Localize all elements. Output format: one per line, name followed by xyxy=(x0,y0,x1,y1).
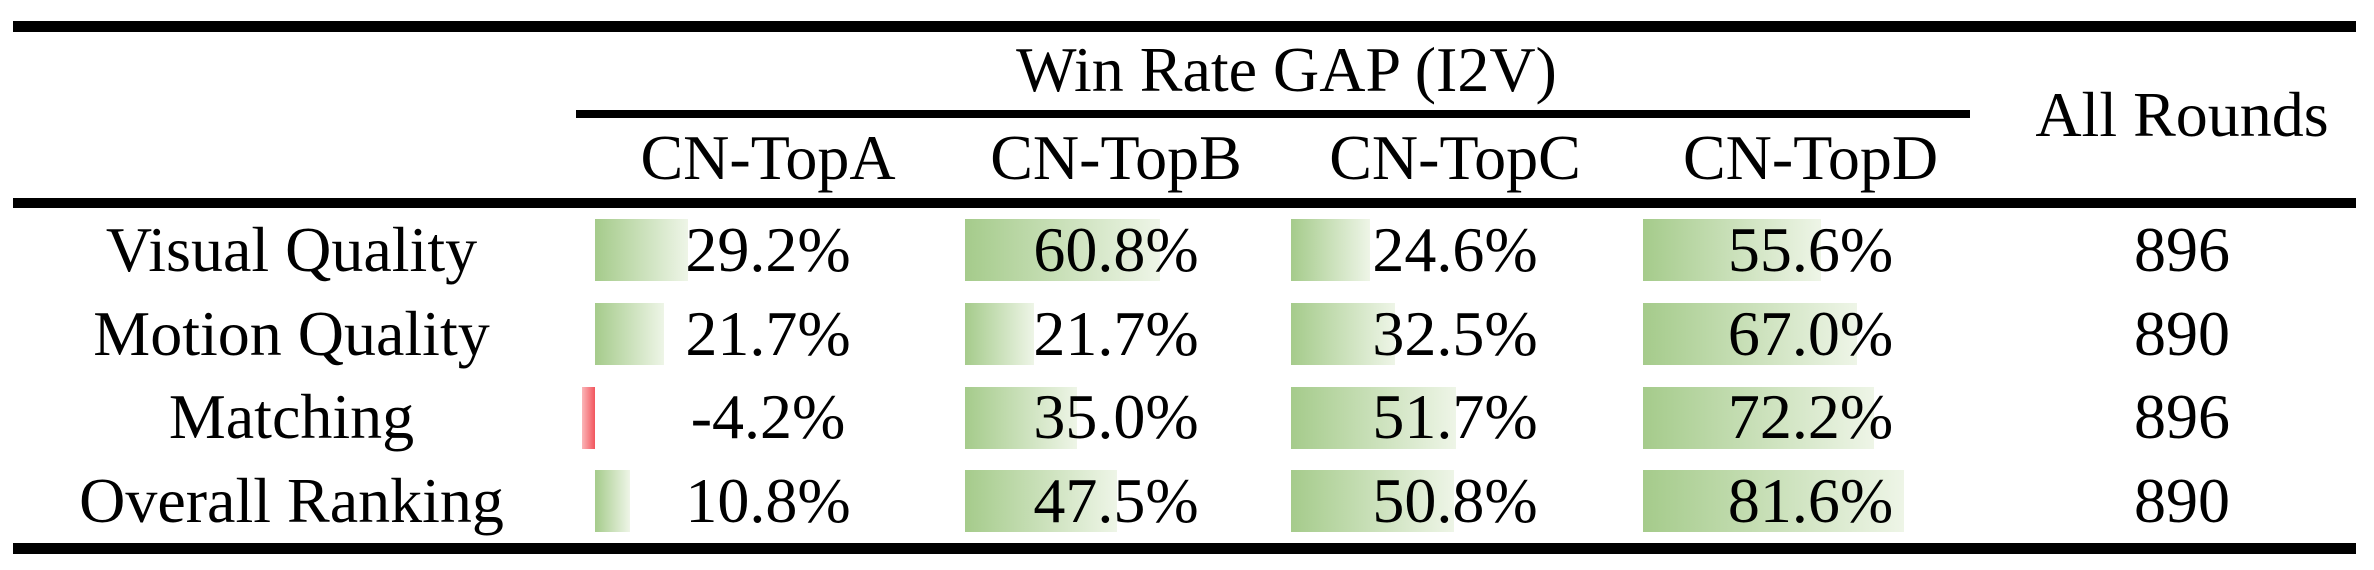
value-cell: 10.8% xyxy=(583,459,953,543)
metric-label: Matching xyxy=(168,381,415,453)
column-header-cn-topa: CN-TopA xyxy=(583,118,953,198)
all-rounds-header-label: All Rounds xyxy=(2035,79,2329,150)
value-label: 81.6% xyxy=(1727,465,1894,537)
column-header-label: CN-TopB xyxy=(990,122,1242,193)
win-rate-bar xyxy=(965,470,1117,533)
win-rate-bar xyxy=(965,302,1035,365)
all-rounds-cell: 890 xyxy=(1990,292,2374,376)
metric-label: Visual Quality xyxy=(105,213,478,285)
win-rate-bar xyxy=(1643,302,1858,365)
value-label: 60.8% xyxy=(1033,213,1199,285)
table-rule-top xyxy=(13,21,2356,32)
metric-label: Motion Quality xyxy=(93,297,490,369)
value-label: 21.7% xyxy=(1033,297,1199,369)
win-rate-bar xyxy=(965,219,1160,281)
metric-cell: Matching xyxy=(0,376,583,460)
win-rate-bar xyxy=(595,219,689,281)
column-header-label: CN-TopA xyxy=(640,122,896,193)
all-rounds-cell: 890 xyxy=(1990,459,2374,543)
value-cell: -4.2% xyxy=(581,376,953,460)
group-header-cell: Win Rate GAP (I2V) xyxy=(583,30,1990,110)
value-cell: 35.0% xyxy=(953,376,1279,460)
all-rounds-value: 896 xyxy=(2134,381,2230,453)
value-cell: 60.8% xyxy=(953,208,1279,292)
win-rate-bar xyxy=(1291,302,1395,365)
value-label: 35.0% xyxy=(1033,381,1199,453)
value-label: 29.2% xyxy=(685,213,851,285)
value-cell: 55.6% xyxy=(1631,208,1990,292)
value-cell: 32.5% xyxy=(1279,292,1631,376)
value-cell: 29.2% xyxy=(583,208,953,292)
value-cell: 21.7% xyxy=(953,292,1279,376)
column-header-cn-topc: CN-TopC xyxy=(1279,118,1631,198)
value-cell: 67.0% xyxy=(1631,292,1990,376)
metric-cell: Visual Quality xyxy=(0,208,583,292)
metric-cell: Overall Ranking xyxy=(0,459,583,543)
win-rate-bar xyxy=(1291,219,1370,281)
value-cell: 21.7% xyxy=(583,292,953,376)
all-rounds-value: 896 xyxy=(2134,213,2230,285)
table-row: Motion Quality 21.7% 21.7% 32.5% 67.0% 8… xyxy=(0,292,2374,376)
column-header-label: CN-TopC xyxy=(1329,122,1581,193)
value-cell: 47.5% xyxy=(953,459,1279,543)
value-label: 51.7% xyxy=(1372,381,1538,453)
value-cell: 51.7% xyxy=(1279,376,1631,460)
win-rate-bar xyxy=(595,302,665,365)
win-rate-bar xyxy=(1643,219,1821,281)
group-header-label: Win Rate GAP (I2V) xyxy=(1016,34,1557,105)
value-cell: 50.8% xyxy=(1279,459,1631,543)
metric-label: Overall Ranking xyxy=(79,465,504,537)
column-header-cn-topb: CN-TopB xyxy=(953,118,1279,198)
value-cell: 81.6% xyxy=(1631,459,1990,543)
all-rounds-value: 890 xyxy=(2134,465,2230,537)
value-label: 21.7% xyxy=(685,297,851,369)
all-rounds-cell: 896 xyxy=(1990,208,2374,292)
value-cell: 72.2% xyxy=(1631,376,1990,460)
win-rate-bar xyxy=(1643,386,1875,449)
column-header-label: CN-TopD xyxy=(1682,122,1939,193)
column-header-spacer xyxy=(0,118,583,198)
value-label: 32.5% xyxy=(1372,297,1538,369)
win-rate-bar-negative xyxy=(581,386,595,449)
table-rule-bottom xyxy=(13,543,2356,554)
all-rounds-cell: 896 xyxy=(1990,376,2374,460)
all-rounds-header-cell: All Rounds xyxy=(1990,32,2374,198)
value-label: -4.2% xyxy=(690,381,846,453)
column-header-cn-topd: CN-TopD xyxy=(1631,118,1990,198)
column-header-row: CN-TopA CN-TopB CN-TopC CN-TopD xyxy=(0,118,2374,198)
table-rule-group-underline xyxy=(576,110,1970,118)
value-label: 47.5% xyxy=(1033,465,1199,537)
win-rate-bar xyxy=(1291,386,1457,449)
win-rate-bar xyxy=(595,470,630,533)
all-rounds-value: 890 xyxy=(2134,297,2230,369)
value-label: 55.6% xyxy=(1727,213,1894,285)
value-label: 24.6% xyxy=(1372,213,1538,285)
value-label: 50.8% xyxy=(1372,465,1538,537)
table-row: Matching -4.2% 35.0% 51.7% 72.2% 896 xyxy=(0,376,2374,460)
value-label: 67.0% xyxy=(1727,297,1894,369)
metric-cell: Motion Quality xyxy=(0,292,583,376)
table-row: Visual Quality 29.2% 60.8% 24.6% 55.6% 8… xyxy=(0,208,2374,292)
table-rule-header-bottom xyxy=(13,198,2356,208)
value-label: 72.2% xyxy=(1727,381,1894,453)
win-rate-bar xyxy=(1643,470,1905,533)
table-body: Visual Quality 29.2% 60.8% 24.6% 55.6% 8… xyxy=(0,208,2374,543)
win-rate-bar xyxy=(1291,470,1454,533)
value-label: 10.8% xyxy=(685,465,851,537)
value-cell: 24.6% xyxy=(1279,208,1631,292)
table-row: Overall Ranking 10.8% 47.5% 50.8% 81.6% … xyxy=(0,459,2374,543)
win-rate-bar xyxy=(965,386,1077,449)
